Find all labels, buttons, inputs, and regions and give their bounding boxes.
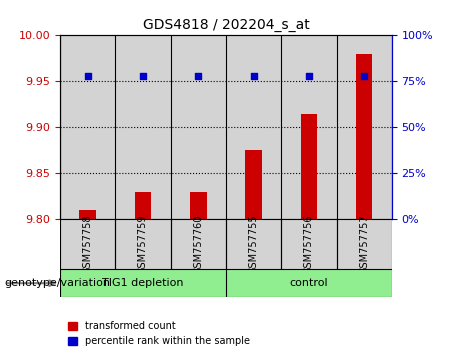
Text: GSM757760: GSM757760	[193, 215, 203, 274]
Title: GDS4818 / 202204_s_at: GDS4818 / 202204_s_at	[142, 18, 309, 32]
Bar	[356, 54, 372, 219]
Bar	[281, 219, 337, 269]
Bar	[115, 35, 171, 219]
Point	[84, 73, 91, 79]
Text: GSM757757: GSM757757	[359, 215, 369, 274]
Bar	[171, 35, 226, 219]
Bar	[226, 219, 281, 269]
Bar	[337, 219, 392, 269]
Text: TIG1 depletion: TIG1 depletion	[102, 278, 183, 288]
Bar	[245, 150, 262, 219]
Text: GSM757759: GSM757759	[138, 215, 148, 274]
Bar	[226, 35, 281, 219]
Point	[250, 73, 257, 79]
Bar	[60, 219, 115, 269]
Text: GSM757755: GSM757755	[248, 215, 259, 274]
Bar	[190, 192, 207, 219]
Legend: transformed count, percentile rank within the sample: transformed count, percentile rank withi…	[65, 319, 253, 349]
Bar	[135, 192, 151, 219]
Point	[195, 73, 202, 79]
Bar	[301, 114, 317, 219]
Text: GSM757756: GSM757756	[304, 215, 314, 274]
Bar	[281, 35, 337, 219]
Point	[139, 73, 147, 79]
Point	[305, 73, 313, 79]
Bar	[115, 219, 171, 269]
Bar	[171, 219, 226, 269]
Point	[361, 73, 368, 79]
Bar	[226, 269, 392, 297]
Bar	[79, 210, 96, 219]
Text: control: control	[290, 278, 328, 288]
Text: GSM757758: GSM757758	[83, 215, 93, 274]
Bar	[60, 269, 226, 297]
Bar	[337, 35, 392, 219]
Bar	[60, 35, 115, 219]
Text: genotype/variation: genotype/variation	[5, 278, 111, 288]
